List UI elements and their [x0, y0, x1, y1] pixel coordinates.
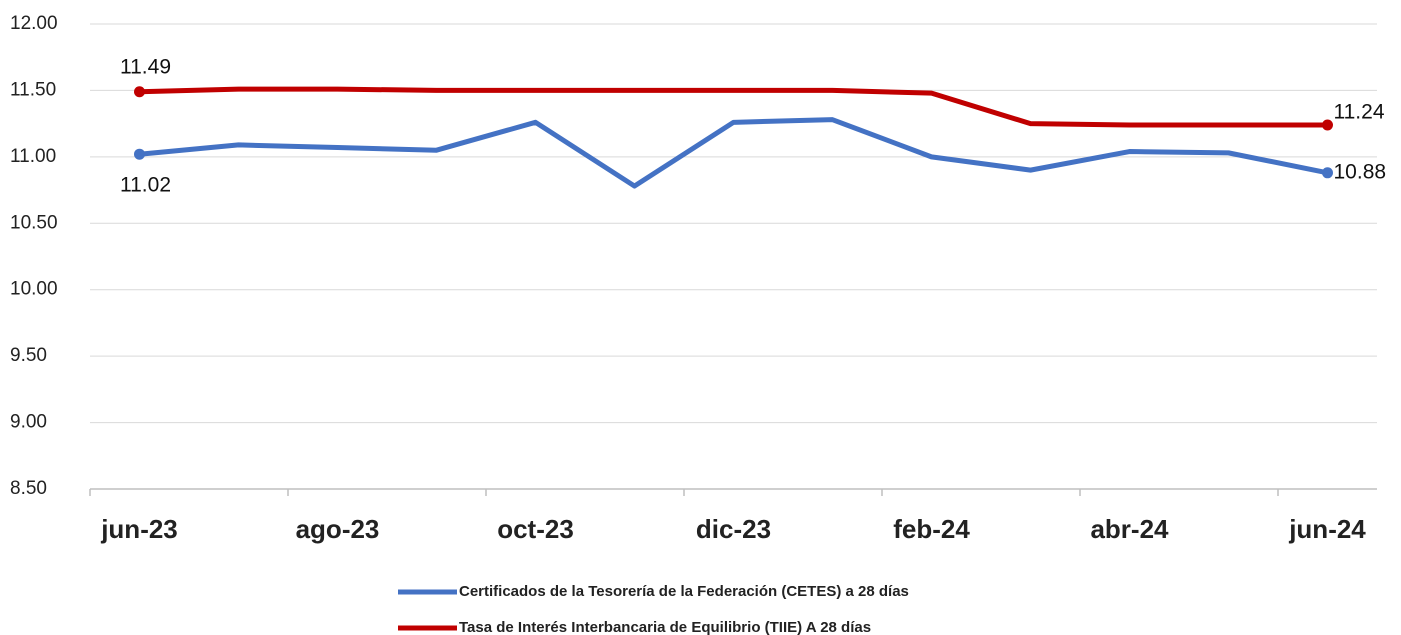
x-tick-label: dic-23: [696, 514, 771, 544]
x-tick-label: jun-23: [100, 514, 178, 544]
data-point: [1322, 119, 1333, 131]
series-line: [139, 117, 1328, 189]
y-tick-label: 10.00: [10, 279, 58, 300]
x-tick-label: jun-24: [1288, 514, 1366, 544]
data-label: 11.02: [120, 174, 171, 197]
x-tick-label: oct-23: [497, 514, 574, 544]
y-tick-label: 8.50: [10, 478, 47, 499]
legend-label: Certificados de la Tesorería de la Feder…: [459, 583, 909, 600]
data-label: 10.88: [1334, 160, 1387, 183]
x-tick-label: feb-24: [893, 514, 970, 544]
y-tick-label: 11.50: [10, 79, 56, 100]
data-point: [134, 86, 145, 98]
data-point: [1322, 167, 1333, 179]
y-tick-label: 9.00: [10, 412, 47, 433]
legend-label: Tasa de Interés Interbancaria de Equilib…: [459, 619, 871, 635]
y-tick-label: 11.00: [10, 146, 56, 167]
data-label: 11.49: [120, 55, 171, 78]
data-label: 11.24: [1334, 101, 1385, 124]
series-line: [139, 86, 1328, 128]
x-tick-label: ago-23: [296, 514, 380, 544]
x-tick-label: abr-24: [1090, 514, 1169, 544]
y-tick-label: 10.50: [10, 212, 58, 233]
y-tick-label: 12.00: [10, 13, 58, 34]
y-tick-label: 9.50: [10, 345, 47, 366]
data-point: [134, 148, 145, 160]
